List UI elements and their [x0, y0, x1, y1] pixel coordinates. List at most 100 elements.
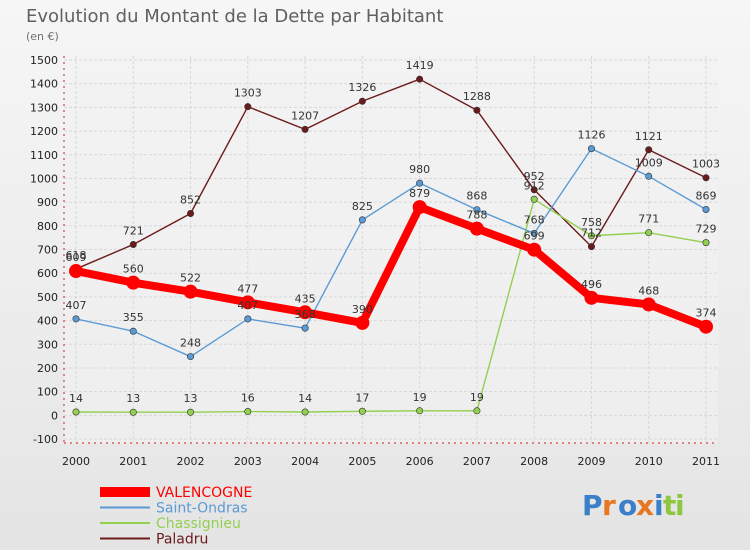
data-point	[699, 319, 713, 334]
data-point	[587, 243, 595, 251]
data-label: 355	[123, 311, 144, 324]
x-tick-label: 2011	[692, 455, 720, 468]
data-point	[702, 239, 710, 247]
data-label: 868	[466, 190, 487, 203]
data-point	[187, 209, 195, 217]
logo-letter: r	[602, 489, 616, 522]
data-point	[72, 408, 80, 416]
data-point	[358, 407, 366, 415]
data-point	[298, 305, 313, 320]
x-tick-label: 2002	[177, 455, 205, 468]
data-label: 1303	[234, 87, 262, 100]
x-tick-label: 2004	[291, 455, 319, 468]
legend-label: Chassignieu	[156, 516, 241, 532]
data-label: 912	[524, 179, 545, 192]
data-label: 368	[295, 308, 316, 321]
data-label: 435	[295, 292, 316, 305]
data-point	[645, 146, 653, 154]
x-tick-label: 2008	[520, 455, 548, 468]
data-point	[416, 407, 424, 415]
data-point	[240, 295, 255, 310]
y-tick-label: 400	[37, 315, 58, 328]
data-label: 468	[638, 284, 659, 297]
y-tick-label: 0	[51, 409, 58, 422]
data-point	[416, 75, 424, 83]
data-point	[358, 97, 366, 105]
data-label: 1288	[463, 90, 491, 103]
data-point	[702, 174, 710, 182]
x-tick-label: 2006	[406, 455, 434, 468]
data-label: 1419	[406, 59, 434, 72]
x-tick-label: 2000	[62, 455, 90, 468]
data-label: 1009	[635, 156, 663, 169]
data-point	[587, 145, 595, 153]
data-label: 618	[66, 249, 87, 262]
data-label: 390	[352, 303, 373, 316]
data-point	[355, 315, 370, 330]
y-tick-label: 100	[37, 386, 58, 399]
x-tick-label: 2009	[577, 455, 605, 468]
data-label: 879	[409, 187, 430, 200]
plot-area: -100 0 100 200 300 400 500 600 700 800 900 1000 1100…	[30, 54, 720, 468]
data-label: 16	[241, 392, 255, 405]
x-tick-label: 2001	[119, 455, 147, 468]
logo-letter: x	[636, 489, 654, 522]
data-point	[244, 315, 252, 323]
data-point	[301, 324, 309, 332]
data-point	[183, 284, 198, 299]
logo-letter: t	[663, 489, 676, 522]
y-tick-label: 700	[37, 244, 58, 257]
data-label: 14	[298, 392, 312, 405]
x-tick-label: 2005	[348, 455, 376, 468]
data-label: 1121	[635, 130, 663, 143]
data-label: 13	[126, 392, 140, 405]
data-point	[187, 353, 195, 361]
data-label: 19	[470, 391, 484, 404]
series-line-paladru	[75, 78, 707, 270]
data-label: 1207	[291, 109, 319, 122]
data-point	[527, 242, 542, 257]
data-label: 477	[237, 282, 258, 295]
data-point	[358, 216, 366, 224]
data-point	[587, 232, 595, 240]
x-tick-label: 2010	[635, 455, 663, 468]
data-label: 869	[696, 189, 717, 202]
data-label: 699	[524, 230, 545, 243]
y-tick-label: 1300	[30, 101, 58, 114]
y-tick-label: 1000	[30, 172, 58, 185]
y-tick-label: 600	[37, 267, 58, 280]
chart-subtitle: (en €)	[26, 30, 59, 43]
data-label: 496	[581, 278, 602, 291]
y-tick-label: 900	[37, 196, 58, 209]
data-label: 771	[638, 213, 659, 226]
data-label: 758	[581, 216, 602, 229]
y-tick-label: 1100	[30, 149, 58, 162]
data-label: 248	[180, 337, 201, 350]
y-tick-label: 800	[37, 220, 58, 233]
data-label: 712	[581, 227, 602, 240]
data-point	[129, 408, 137, 416]
data-point	[416, 179, 424, 187]
data-point	[469, 221, 484, 236]
data-point	[530, 229, 538, 237]
data-label: 522	[180, 272, 201, 285]
data-label: 17	[355, 391, 369, 404]
series-line-saint-ondras	[75, 147, 707, 358]
logo-letter: i	[675, 489, 685, 522]
series-line-chassignieu	[75, 198, 707, 413]
x-tick-label: 2007	[463, 455, 491, 468]
data-label: 825	[352, 200, 373, 213]
data-label: 13	[184, 392, 198, 405]
y-tick-label: 1400	[30, 78, 58, 91]
data-label: 1003	[692, 158, 720, 171]
data-label: 980	[409, 163, 430, 176]
y-tick-label: -100	[33, 433, 58, 446]
data-point	[584, 290, 599, 305]
data-point	[301, 125, 309, 133]
data-label: 1326	[348, 81, 376, 94]
data-label: 952	[524, 170, 545, 183]
data-label: 1126	[577, 129, 605, 142]
y-tick-label: 500	[37, 291, 58, 304]
